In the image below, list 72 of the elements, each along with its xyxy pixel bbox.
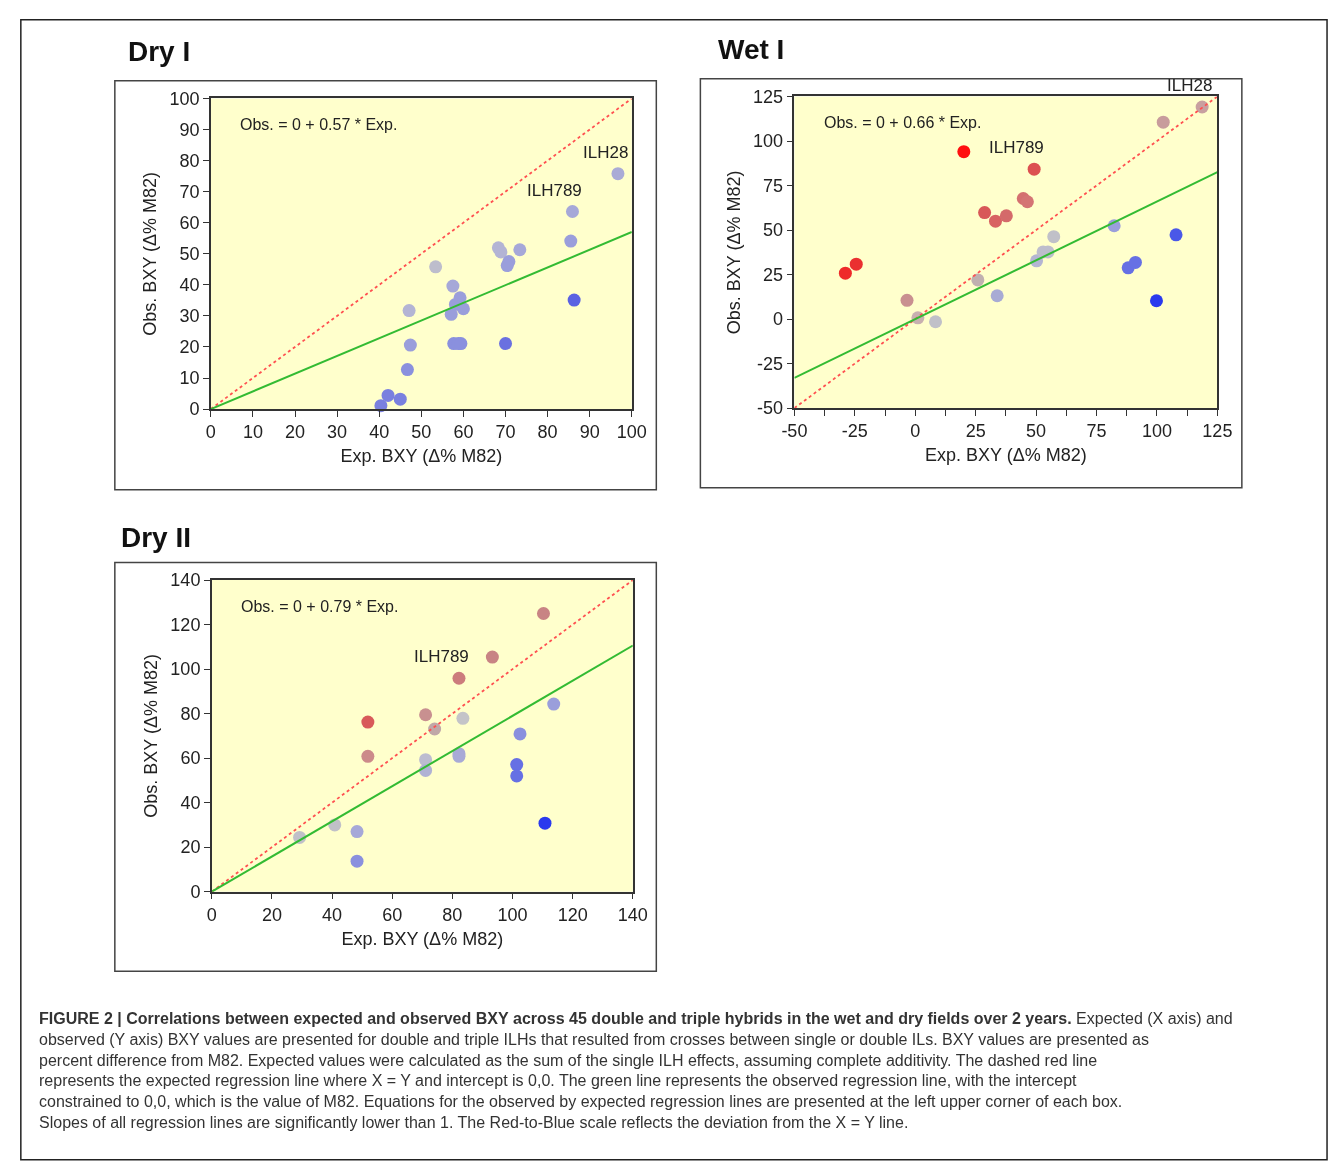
y-tick-label: -50 xyxy=(757,398,784,419)
y-tick-label: 70 xyxy=(179,181,200,202)
x-tick-label: 0 xyxy=(910,421,921,442)
y-tick-label: 20 xyxy=(180,837,201,858)
y-tick-label: 140 xyxy=(170,570,201,591)
x-tick-label: 30 xyxy=(327,422,348,443)
y-tick-label: 50 xyxy=(179,244,200,265)
chart-title: Dry II xyxy=(121,522,192,553)
y-tick-label: 60 xyxy=(179,213,200,233)
x-tick-label: 70 xyxy=(495,422,516,443)
annotation: ILH789 xyxy=(527,181,582,200)
text: FIGURE 2 | Correlations between expected and observed BXY across 45 double and triple hybrids in the wet and dry fields over 2 years. xyxy=(39,1010,1072,1027)
y-tick-label: 80 xyxy=(180,703,201,724)
x-tick-label: 120 xyxy=(557,905,588,926)
x-axis-title: Exp. BXY (Δ% M82) xyxy=(340,446,503,467)
x-tick-label: 25 xyxy=(965,421,986,442)
y-axis-title: Obs. BXY (Δ% M82) xyxy=(723,170,744,335)
x-axis-title: Exp. BXY (Δ% M82) xyxy=(925,445,1087,466)
x-tick-label: 100 xyxy=(1141,421,1172,442)
x-tick-label: 90 xyxy=(579,422,600,443)
annotation: ILH789 xyxy=(414,647,469,666)
y-tick-label: 10 xyxy=(179,368,200,389)
x-tick-label: 0 xyxy=(206,905,217,926)
x-tick-label: -50 xyxy=(781,421,808,442)
y-tick-label: 50 xyxy=(762,220,784,241)
y-tick-label: 125 xyxy=(752,86,784,107)
x-axis-title: Exp. BXY (Δ% M82) xyxy=(341,928,504,949)
y-tick-label: 120 xyxy=(170,614,201,635)
y-tick-label: 0 xyxy=(189,399,200,420)
annotation: ILH28 xyxy=(1167,76,1213,95)
annotation: ILH789 xyxy=(989,138,1044,157)
x-tick-label: 100 xyxy=(616,422,647,443)
y-tick-label: 0 xyxy=(773,309,784,330)
y-tick-label: 100 xyxy=(169,88,200,109)
y-tick-label: 75 xyxy=(762,175,784,196)
x-tick-label: 100 xyxy=(497,905,528,926)
annotation: Obs. = 0 + 0.66 * Exp. xyxy=(824,114,982,131)
y-tick-label: 80 xyxy=(179,150,200,171)
y-tick-label: 20 xyxy=(179,337,200,358)
y-tick-label: 30 xyxy=(179,306,200,327)
x-tick-label: 80 xyxy=(442,905,463,926)
x-tick-label: 0 xyxy=(205,422,216,443)
annotation: Obs. = 0 + 0.79 * Exp. xyxy=(241,598,399,615)
x-tick-label: 20 xyxy=(284,422,306,443)
x-tick-label: -25 xyxy=(841,421,868,442)
annotation: Obs. = 0 + 0.57 * Exp. xyxy=(240,116,398,133)
y-tick-label: 60 xyxy=(180,748,201,769)
y-tick-label: 100 xyxy=(752,131,784,152)
y-tick-label: 40 xyxy=(180,792,201,813)
y-tick-label: 25 xyxy=(762,264,784,285)
chart-title: Wet I xyxy=(718,34,785,65)
annotation: ILH28 xyxy=(583,143,629,162)
y-tick-label: 100 xyxy=(170,659,201,680)
x-tick-label: 50 xyxy=(1026,421,1047,442)
y-tick-label: 0 xyxy=(190,881,201,902)
chart-title: Dry I xyxy=(128,36,191,67)
x-tick-label: 40 xyxy=(369,422,390,443)
y-tick-label: -25 xyxy=(757,353,784,374)
x-tick-label: 50 xyxy=(411,422,432,443)
x-tick-label: 125 xyxy=(1202,421,1233,442)
y-tick-label: 40 xyxy=(179,275,200,296)
x-tick-label: 140 xyxy=(617,905,648,926)
x-tick-label: 20 xyxy=(261,905,282,926)
x-tick-label: 60 xyxy=(453,422,474,443)
x-tick-label: 10 xyxy=(242,422,263,443)
x-tick-label: 40 xyxy=(322,905,343,926)
y-axis-title: Obs. BXY (Δ% M82) xyxy=(140,171,161,336)
x-tick-label: 80 xyxy=(537,422,558,443)
y-tick-label: 90 xyxy=(179,119,200,140)
x-tick-label: 75 xyxy=(1086,421,1107,442)
x-tick-label: 60 xyxy=(382,905,403,926)
y-axis-title: Obs. BXY (Δ% M82) xyxy=(141,654,162,818)
